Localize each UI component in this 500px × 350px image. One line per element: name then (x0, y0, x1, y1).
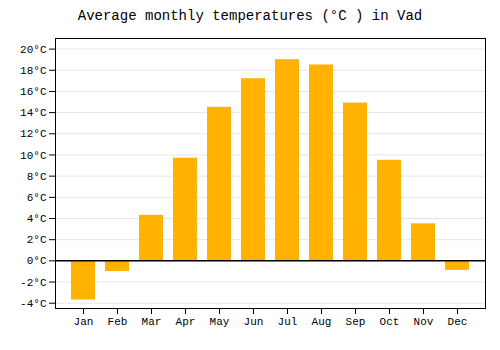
svg-text:Jun: Jun (244, 316, 264, 328)
svg-text:Jul: Jul (278, 316, 298, 328)
svg-text:2°C: 2°C (27, 234, 47, 246)
svg-text:Nov: Nov (414, 316, 434, 328)
svg-text:Aug: Aug (312, 316, 332, 328)
svg-text:-2°C: -2°C (20, 277, 47, 289)
svg-text:4°C: 4°C (27, 213, 47, 225)
svg-text:8°C: 8°C (27, 171, 47, 183)
svg-text:20°C: 20°C (20, 44, 47, 56)
svg-text:-4°C: -4°C (20, 298, 47, 310)
svg-text:Mar: Mar (142, 316, 162, 328)
svg-text:Feb: Feb (108, 316, 128, 328)
html-text:Average monthly temperatures (: Average monthly temperatures (°C ) in Va… (77, 8, 423, 24)
svg-text:10°C: 10°C (20, 149, 47, 161)
svg-text:12°C: 12°C (20, 128, 47, 140)
svg-text:Jan: Jan (74, 316, 94, 328)
svg-text:Oct: Oct (380, 316, 400, 328)
svg-text:18°C: 18°C (20, 65, 47, 77)
svg-text:May: May (210, 316, 230, 328)
svg-text:14°C: 14°C (20, 107, 47, 119)
svg-text:Sep: Sep (346, 316, 366, 328)
svg-text:Dec: Dec (448, 316, 468, 328)
svg-text:16°C: 16°C (20, 86, 47, 98)
svg-text:6°C: 6°C (27, 192, 47, 204)
svg-text:Apr: Apr (176, 316, 196, 328)
svg-text:0°C: 0°C (27, 255, 47, 267)
